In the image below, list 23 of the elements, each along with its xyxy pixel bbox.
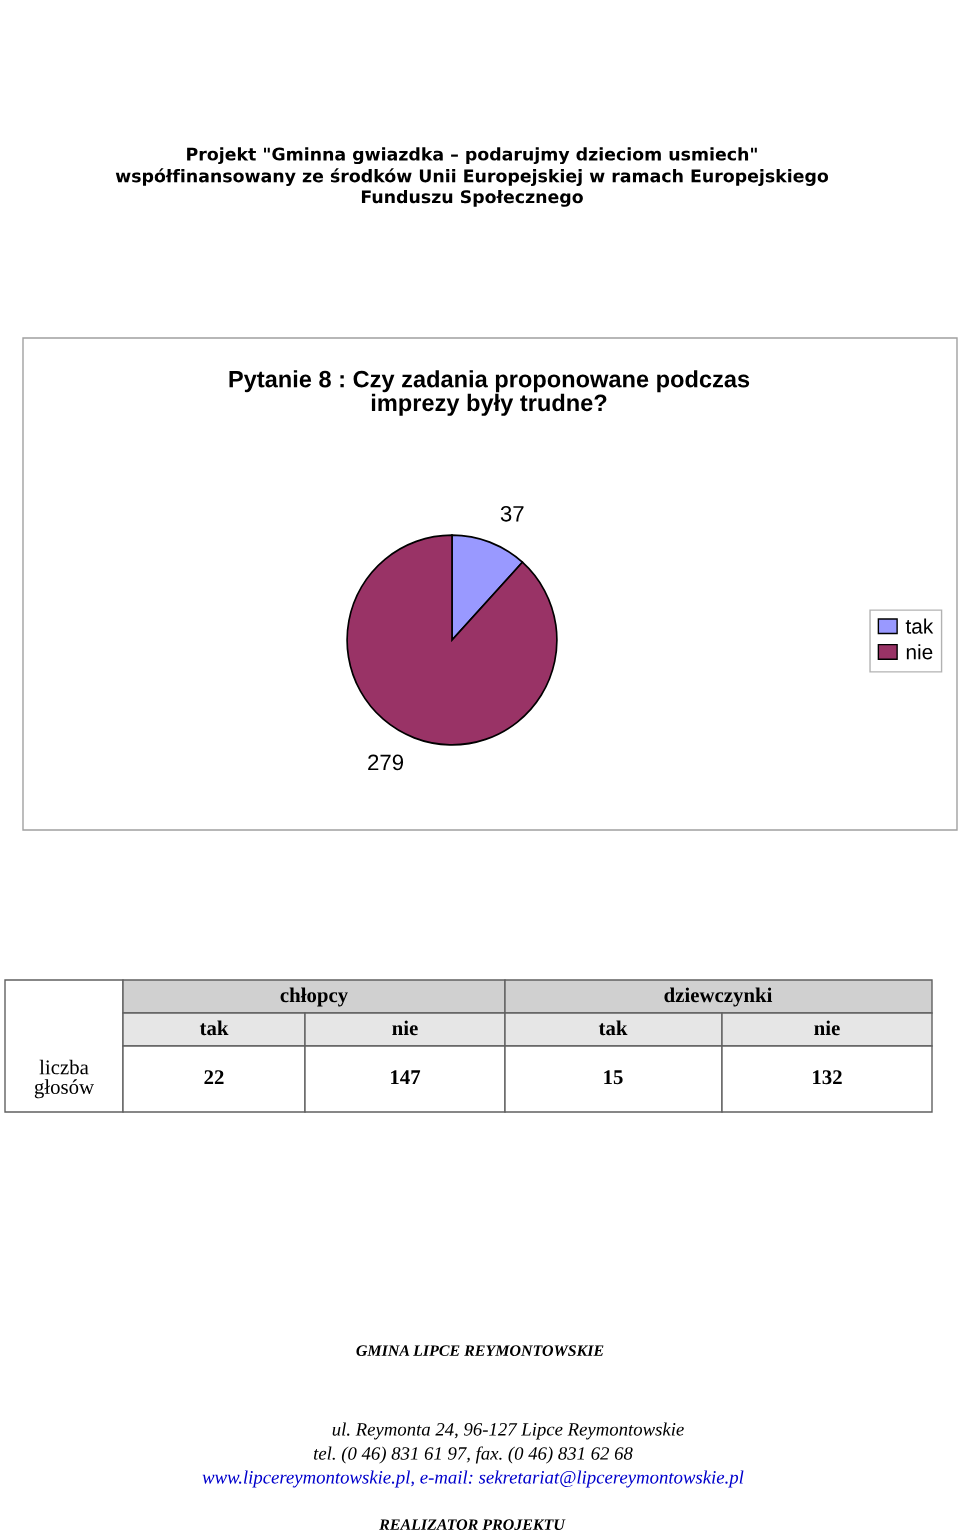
chart-title: Pytanie 8 : Czy zadania proponowane podczas imprezy były trudne? [229, 370, 750, 416]
text: chłopcy [280, 987, 348, 1007]
text: liczba głosów [34, 1059, 94, 1099]
text: 22 [204, 1070, 224, 1085]
text: nie [814, 1020, 840, 1036]
text: 132 [813, 1070, 842, 1085]
text: GMINA LIPCE REYMONTOWSKIE [356, 1345, 604, 1357]
text: www.lipcereymontowskie.pl, e-mail: sekretariat@lipcereymontowskie.pl [202, 1470, 744, 1488]
data-label: 37 [500, 505, 524, 522]
legend-label: nie [906, 644, 933, 660]
text: 15 [604, 1070, 623, 1085]
text: tak [199, 1020, 229, 1036]
pie-slice [346, 534, 558, 746]
text: ul. Reymonta 24, 96-127 Lipce Reymontowskie [332, 1422, 684, 1440]
data-label: 279 [368, 754, 404, 771]
text: dziewczynki [664, 987, 773, 1007]
text: nie [392, 1020, 418, 1036]
text: 147 [391, 1070, 421, 1085]
text: REALIZATOR PROJEKTU [379, 1519, 566, 1530]
text: Projekt "Gminna gwiazdka – podarujmy dzieciom usmiech" współfinansowany ze środków Unii Europejskiej w ramach Europejskiego Funduszu Społecznego [115, 147, 829, 207]
text: tel. (0 46) 831 61 97, fax. (0 46) 831 62 68 [313, 1446, 633, 1464]
legend-label: tak [905, 618, 934, 634]
text: tak [598, 1020, 628, 1036]
